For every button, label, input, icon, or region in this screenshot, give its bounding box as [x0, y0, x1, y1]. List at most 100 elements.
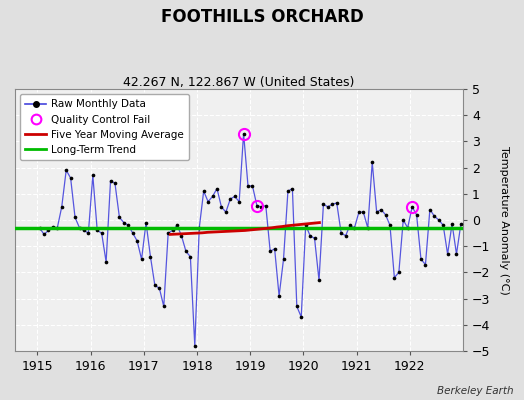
- Point: [266, 248, 275, 255]
- Point: [408, 204, 417, 210]
- Point: [279, 256, 288, 262]
- Point: [231, 193, 239, 200]
- Point: [315, 277, 323, 284]
- Point: [328, 201, 336, 208]
- Point: [97, 230, 106, 236]
- Point: [261, 202, 270, 209]
- Point: [111, 180, 119, 186]
- Point: [439, 222, 447, 228]
- Point: [355, 209, 363, 215]
- Point: [49, 223, 57, 230]
- Point: [191, 342, 199, 349]
- Point: [124, 222, 133, 228]
- Point: [62, 167, 70, 174]
- Text: Berkeley Earth: Berkeley Earth: [437, 386, 514, 396]
- Point: [168, 227, 177, 234]
- Point: [373, 209, 381, 215]
- Point: [142, 220, 150, 226]
- Point: [239, 130, 248, 137]
- Point: [457, 221, 465, 227]
- Point: [248, 183, 257, 189]
- Point: [119, 220, 128, 226]
- Point: [106, 178, 115, 184]
- Point: [226, 196, 234, 202]
- Point: [452, 251, 461, 257]
- Point: [173, 222, 181, 228]
- Point: [200, 188, 208, 194]
- Point: [133, 238, 141, 244]
- Point: [333, 200, 341, 206]
- Point: [421, 261, 430, 268]
- Point: [257, 204, 266, 210]
- Point: [89, 172, 97, 179]
- Point: [412, 212, 421, 218]
- Point: [67, 175, 75, 181]
- Point: [350, 225, 358, 231]
- Point: [390, 274, 399, 281]
- Point: [306, 232, 314, 239]
- Point: [403, 225, 412, 231]
- Point: [151, 282, 159, 289]
- Point: [177, 232, 185, 239]
- Point: [319, 201, 328, 208]
- Point: [377, 206, 385, 213]
- Point: [399, 217, 408, 223]
- Point: [80, 227, 88, 234]
- Point: [417, 256, 425, 262]
- Point: [342, 232, 350, 239]
- Point: [275, 293, 283, 299]
- Point: [244, 183, 252, 189]
- Point: [346, 222, 354, 228]
- Point: [213, 185, 221, 192]
- Point: [40, 231, 48, 238]
- Point: [443, 251, 452, 257]
- Point: [58, 204, 66, 210]
- Point: [359, 209, 367, 215]
- Point: [448, 221, 456, 227]
- Point: [364, 225, 372, 231]
- Point: [217, 204, 226, 210]
- Point: [209, 193, 217, 200]
- Point: [235, 198, 243, 205]
- Point: [368, 159, 376, 166]
- Point: [222, 209, 230, 215]
- Point: [182, 248, 190, 255]
- Point: [75, 225, 84, 231]
- Point: [425, 206, 434, 213]
- Point: [381, 212, 390, 218]
- Point: [434, 217, 443, 223]
- Point: [155, 285, 163, 291]
- Title: 42.267 N, 122.867 W (United States): 42.267 N, 122.867 W (United States): [123, 76, 355, 89]
- Point: [270, 246, 279, 252]
- Point: [71, 214, 79, 220]
- Point: [115, 214, 124, 220]
- Point: [160, 303, 168, 310]
- Point: [386, 222, 394, 228]
- Point: [84, 230, 93, 236]
- Point: [186, 254, 194, 260]
- Legend: Raw Monthly Data, Quality Control Fail, Five Year Moving Average, Long-Term Tren: Raw Monthly Data, Quality Control Fail, …: [20, 94, 189, 160]
- Point: [128, 230, 137, 236]
- Point: [137, 256, 146, 262]
- Point: [44, 227, 52, 234]
- Point: [324, 204, 332, 210]
- Point: [36, 225, 44, 231]
- Point: [53, 225, 61, 231]
- Point: [310, 235, 319, 242]
- Point: [102, 259, 111, 265]
- Point: [164, 230, 172, 236]
- Text: FOOTHILLS ORCHARD: FOOTHILLS ORCHARD: [161, 8, 363, 26]
- Point: [430, 213, 439, 219]
- Point: [253, 202, 261, 209]
- Point: [337, 230, 345, 236]
- Point: [204, 198, 212, 205]
- Point: [283, 188, 292, 194]
- Point: [292, 303, 301, 310]
- Point: [297, 314, 305, 320]
- Point: [288, 185, 297, 192]
- Point: [195, 225, 203, 231]
- Point: [93, 227, 102, 234]
- Point: [301, 222, 310, 228]
- Y-axis label: Temperature Anomaly (°C): Temperature Anomaly (°C): [499, 146, 509, 294]
- Point: [395, 269, 403, 276]
